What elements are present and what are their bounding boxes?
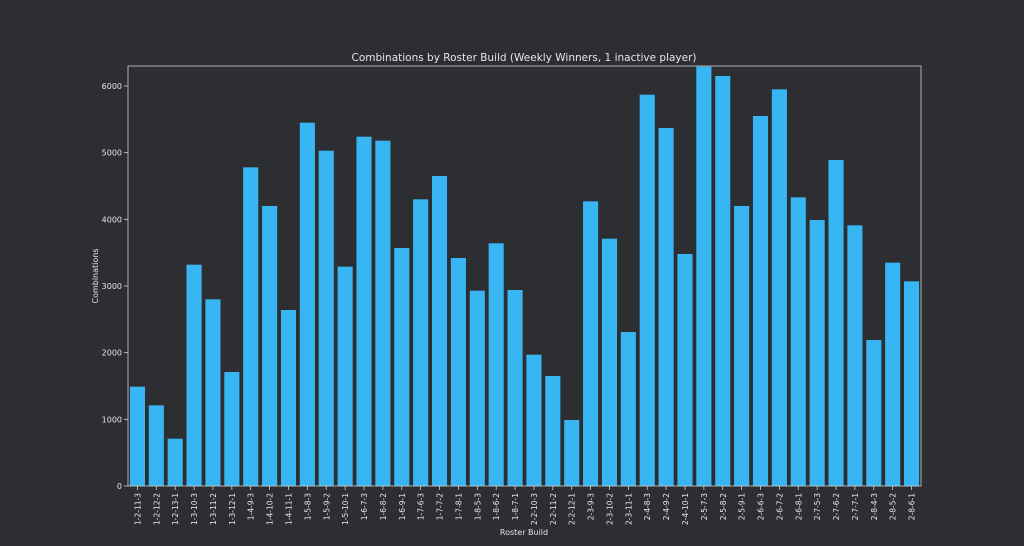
bar-2-6-8-1	[790, 197, 806, 486]
x-tick-label: 2-2-11-2	[549, 493, 558, 525]
x-tick-label: 2-6-8-1	[794, 493, 803, 520]
x-tick-label: 2-8-4-3	[870, 493, 879, 520]
x-tick-label: 2-6-6-3	[757, 493, 766, 520]
x-tick-label: 1-4-11-1	[284, 493, 293, 525]
bar-2-2-12-1	[564, 420, 580, 486]
x-tick-label: 2-8-5-2	[889, 493, 898, 520]
x-tick-label: 1-8-7-1	[511, 493, 520, 520]
x-tick-label: 2-7-7-1	[851, 493, 860, 520]
x-tick-label: 2-5-9-1	[738, 493, 747, 520]
bar-1-2-12-2	[148, 405, 164, 486]
x-tick-label: 1-2-11-3	[133, 493, 142, 525]
bar-2-5-9-1	[734, 206, 750, 486]
x-tick-label: 2-4-10-1	[681, 493, 690, 525]
bar-1-6-9-1	[394, 248, 410, 486]
x-tick-label: 1-6-7-3	[360, 493, 369, 520]
y-axis-label: Combinations	[91, 248, 100, 303]
bar-1-7-6-3	[413, 199, 429, 486]
x-tick-label: 2-3-10-2	[605, 493, 614, 525]
axes-group: 0 1000 2000 3000 4000 5000 6000 1-2-11-3 1-2-12-…	[102, 65, 922, 525]
bar-1-8-7-1	[507, 290, 523, 486]
bar-1-7-7-2	[431, 176, 448, 486]
x-tick-label: 1-2-12-2	[152, 493, 161, 525]
x-tick-label: 1-6-9-1	[398, 493, 407, 520]
x-tick-label: 2-2-12-1	[568, 493, 577, 525]
chart-title: Combinations by Roster Build (Weekly Win…	[351, 52, 696, 64]
x-tick-label: 1-3-11-2	[209, 493, 218, 525]
x-tick-label: 2-4-8-3	[643, 493, 652, 520]
y-tick-label: 5000	[102, 149, 122, 158]
x-tick-label: 2-3-9-3	[587, 493, 596, 520]
bar-2-7-7-1	[847, 225, 863, 486]
bar-1-7-8-1	[450, 258, 466, 486]
bar-1-2-11-3	[129, 386, 145, 486]
bar-2-5-8-2	[715, 76, 731, 486]
x-tick-label: 1-4-10-2	[266, 493, 275, 525]
plot-frame	[127, 65, 922, 487]
bar-1-3-12-1	[224, 372, 240, 486]
bar-2-4-9-2	[658, 128, 674, 486]
bar-1-5-10-1	[337, 266, 353, 486]
bar-2-2-11-2	[545, 376, 561, 486]
x-tick-label: 1-3-12-1	[228, 493, 237, 525]
bar-1-4-11-1	[280, 310, 297, 486]
bar-1-6-8-2	[375, 140, 391, 487]
bar-2-6-7-2	[771, 89, 787, 486]
x-tick-label: 2-6-7-2	[775, 493, 784, 520]
y-tick-label: 1000	[102, 415, 122, 424]
bar-2-8-5-2	[885, 262, 901, 486]
y-tick-label: 6000	[102, 82, 122, 91]
y-tick-label: 0	[117, 482, 122, 491]
y-tick-label: 2000	[102, 349, 122, 358]
bar-2-7-6-2	[828, 160, 844, 486]
bars-group	[129, 66, 920, 487]
x-tick-label: 1-5-9-2	[322, 493, 331, 520]
x-tick-label: 1-2-13-1	[171, 493, 180, 525]
bar-1-8-6-2	[488, 243, 504, 486]
x-tick-label: 1-7-6-3	[417, 493, 426, 520]
bar-1-3-10-3	[186, 264, 202, 486]
x-tick-label: 2-5-7-3	[700, 493, 709, 520]
bar-1-4-9-3	[243, 167, 259, 486]
x-tick-label: 1-5-8-3	[303, 493, 312, 520]
x-tick-label: 1-8-6-2	[492, 493, 501, 520]
x-tick-label: 1-7-7-2	[436, 493, 445, 520]
bar-1-5-9-2	[318, 150, 334, 487]
x-tick-label: 1-7-8-1	[454, 493, 463, 520]
bar-1-5-8-3	[299, 122, 315, 487]
bar-2-4-8-3	[639, 94, 655, 487]
x-axis-label: Roster Build	[500, 528, 548, 537]
bar-1-6-7-3	[356, 136, 372, 487]
x-tick-label: 2-3-11-1	[624, 493, 633, 525]
bar-2-2-10-3	[526, 354, 542, 486]
bar-2-3-9-3	[583, 201, 599, 486]
x-tick-label: 2-2-10-3	[530, 493, 539, 525]
bar-2-3-11-1	[620, 332, 636, 486]
bar-2-8-6-1	[904, 281, 920, 486]
bar-2-4-10-1	[677, 254, 693, 486]
bar-2-7-5-3	[809, 220, 825, 486]
x-tick-label: 2-4-9-2	[662, 493, 671, 520]
x-tick-label: 1-6-8-2	[379, 493, 388, 520]
x-tick-label: 2-5-8-2	[719, 493, 728, 520]
bar-2-6-6-3	[752, 116, 769, 486]
bar-1-4-10-2	[262, 206, 278, 486]
bar-2-5-7-3	[696, 66, 712, 487]
x-tick-label: 1-8-5-3	[473, 493, 482, 520]
x-tick-label: 2-8-6-1	[908, 493, 917, 520]
bar-1-3-11-2	[205, 299, 221, 486]
x-tick-label: 1-5-10-1	[341, 493, 350, 525]
bar-1-2-13-1	[167, 438, 183, 486]
bar-2-3-10-2	[601, 238, 618, 486]
x-tick-label: 1-3-10-3	[190, 493, 199, 525]
y-tick-label: 4000	[102, 215, 122, 224]
bar-2-8-4-3	[866, 340, 882, 486]
y-tick-label: 3000	[102, 282, 122, 291]
x-tick-label: 2-7-6-2	[832, 493, 841, 520]
x-tick-label: 2-7-5-3	[813, 493, 822, 520]
bar-1-8-5-3	[469, 290, 485, 486]
x-tick-label: 1-4-9-3	[247, 493, 256, 520]
